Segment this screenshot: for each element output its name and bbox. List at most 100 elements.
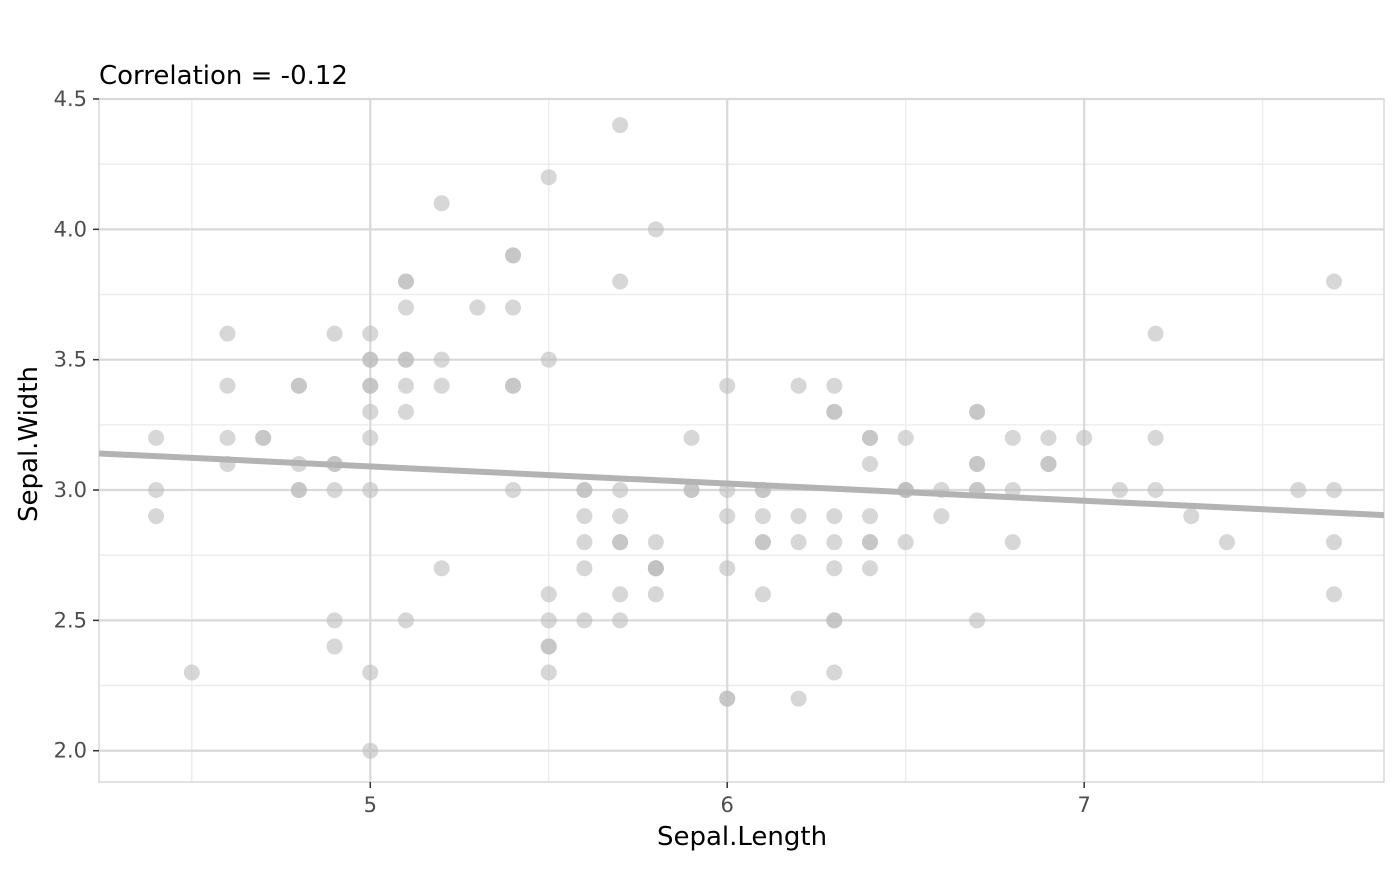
data-point (148, 508, 165, 525)
data-point (897, 429, 914, 446)
data-point (647, 534, 664, 551)
data-point (897, 534, 914, 551)
data-point (862, 508, 878, 525)
data-point (1183, 508, 1200, 525)
data-point (576, 482, 593, 499)
data-point (826, 534, 843, 551)
data-point (433, 351, 450, 368)
data-point (1326, 534, 1343, 551)
data-point (647, 586, 664, 603)
data-point (1147, 482, 1164, 499)
data-point (754, 508, 771, 525)
data-point (933, 508, 950, 525)
data-point (826, 612, 843, 629)
x-axis-title: Sepal.Length (657, 822, 827, 852)
data-point (255, 429, 272, 446)
data-point (540, 169, 557, 186)
data-point (326, 638, 343, 655)
data-point (290, 482, 307, 499)
data-point (362, 377, 379, 394)
data-point (397, 273, 414, 290)
data-point (612, 273, 629, 290)
regression-line (98, 450, 1385, 519)
data-point (969, 455, 986, 472)
data-point (862, 560, 878, 577)
y-tick-label: 4.5 (54, 87, 87, 111)
data-point (790, 690, 807, 707)
data-point (290, 377, 307, 394)
data-point (540, 586, 557, 603)
data-point (540, 351, 557, 368)
data-point (1004, 429, 1021, 446)
data-point (790, 534, 807, 551)
data-point (826, 403, 843, 420)
data-point (754, 586, 771, 603)
data-point (362, 482, 379, 499)
data-point (790, 377, 807, 394)
data-point (612, 482, 629, 499)
data-point (326, 612, 343, 629)
data-point (148, 429, 165, 446)
data-point (505, 247, 522, 264)
data-point (362, 742, 379, 759)
data-point (683, 482, 700, 499)
data-point (219, 377, 236, 394)
points-layer (148, 117, 1343, 759)
data-point (969, 403, 986, 420)
data-point (719, 560, 736, 577)
data-point (719, 377, 736, 394)
data-point (397, 377, 414, 394)
data-point (683, 429, 700, 446)
data-point (576, 612, 593, 629)
y-tick-label: 3.5 (54, 348, 87, 372)
data-point (1147, 429, 1164, 446)
data-point (362, 325, 379, 342)
data-point (754, 534, 771, 551)
data-point (540, 612, 557, 629)
data-point (397, 351, 414, 368)
data-point (362, 429, 379, 446)
data-point (540, 664, 557, 681)
data-point (612, 117, 629, 134)
data-point (433, 560, 450, 577)
data-point (397, 403, 414, 420)
data-point (505, 377, 522, 394)
data-point (1004, 534, 1021, 551)
data-point (362, 403, 379, 420)
data-point (397, 612, 414, 629)
data-point (719, 690, 736, 707)
data-point (1326, 482, 1343, 499)
data-point (148, 482, 165, 499)
data-point (183, 664, 200, 681)
axis-layer: 5 6 7 2.0 2.5 3.0 3.5 4.0 4.5 (54, 87, 1091, 817)
data-point (362, 664, 379, 681)
data-point (1218, 534, 1235, 551)
data-point (397, 299, 414, 316)
data-point (790, 508, 807, 525)
data-point (647, 221, 664, 238)
line-layer (98, 450, 1385, 519)
data-point (362, 351, 379, 368)
x-tick-label: 5 (364, 793, 377, 817)
data-point (969, 612, 986, 629)
data-point (326, 482, 343, 499)
panel-border (98, 98, 1385, 783)
data-point (862, 429, 878, 446)
data-point (826, 664, 843, 681)
y-axis-title: Sepal.Width (14, 366, 44, 522)
data-point (219, 429, 236, 446)
y-tick-label: 2.5 (54, 608, 87, 632)
data-point (505, 482, 522, 499)
data-point (326, 325, 343, 342)
data-point (433, 377, 450, 394)
data-point (612, 534, 629, 551)
data-point (1076, 429, 1093, 446)
data-point (1326, 586, 1343, 603)
grid-layer (98, 97, 1385, 783)
data-point (826, 560, 843, 577)
y-tick-label: 3.0 (54, 478, 87, 502)
chart-title: Correlation = -0.12 (99, 61, 348, 91)
data-point (612, 586, 629, 603)
